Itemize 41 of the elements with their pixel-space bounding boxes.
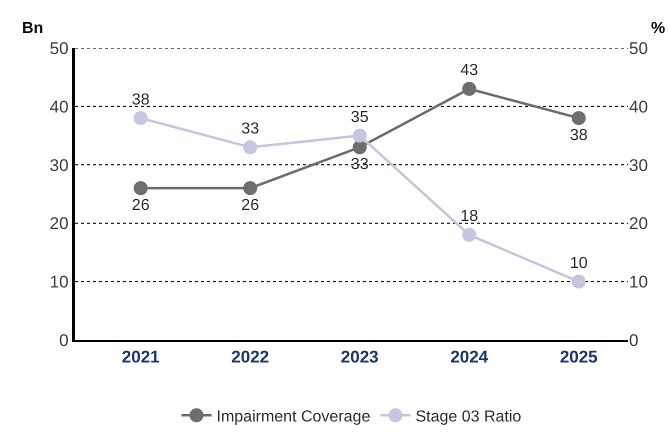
x-tick-label: 2022 xyxy=(231,347,270,366)
y-tick-label: 30 xyxy=(50,156,69,175)
data-label: 26 xyxy=(132,196,150,214)
legend-label: Impairment Coverage xyxy=(216,408,370,426)
x-tick-label: 2023 xyxy=(340,347,379,366)
point xyxy=(243,140,258,154)
legend-label: Stage 03 Ratio xyxy=(415,408,522,426)
y2-tick-label: 20 xyxy=(629,214,648,234)
y2-tick-label: 30 xyxy=(629,156,648,175)
data-label: 38 xyxy=(570,126,588,144)
data-label: 18 xyxy=(460,208,478,226)
data-label: 33 xyxy=(241,120,260,138)
point xyxy=(572,111,586,126)
y-axis-title: Bn xyxy=(22,20,44,37)
point xyxy=(572,274,586,289)
data-label: 35 xyxy=(350,108,369,126)
data-label: 33 xyxy=(350,156,369,174)
y-tick-label: 10 xyxy=(50,272,69,292)
point xyxy=(134,111,148,126)
x-tick-label: 2021 xyxy=(122,347,160,366)
y-tick-label: 20 xyxy=(50,214,69,234)
data-label: 38 xyxy=(132,91,150,108)
point xyxy=(462,82,476,96)
point xyxy=(134,181,148,196)
point xyxy=(243,181,258,196)
y2-tick-label: 0 xyxy=(629,330,638,350)
y-tick-label: 0 xyxy=(59,330,69,350)
point xyxy=(352,140,367,154)
y2-tick-label: 10 xyxy=(629,272,648,292)
data-label: 26 xyxy=(241,196,260,214)
y-tick-label: 40 xyxy=(50,97,69,116)
y2-axis-title: % xyxy=(651,20,666,37)
point xyxy=(462,228,476,242)
x-tick-label: 2025 xyxy=(560,347,598,366)
x-tick-label: 2024 xyxy=(450,347,489,366)
point xyxy=(352,128,367,143)
y2-tick-label: 50 xyxy=(629,38,648,58)
data-label: 10 xyxy=(570,254,588,272)
y2-tick-label: 40 xyxy=(629,97,648,116)
data-label: 43 xyxy=(460,62,478,80)
y-tick-label: 50 xyxy=(50,38,69,58)
